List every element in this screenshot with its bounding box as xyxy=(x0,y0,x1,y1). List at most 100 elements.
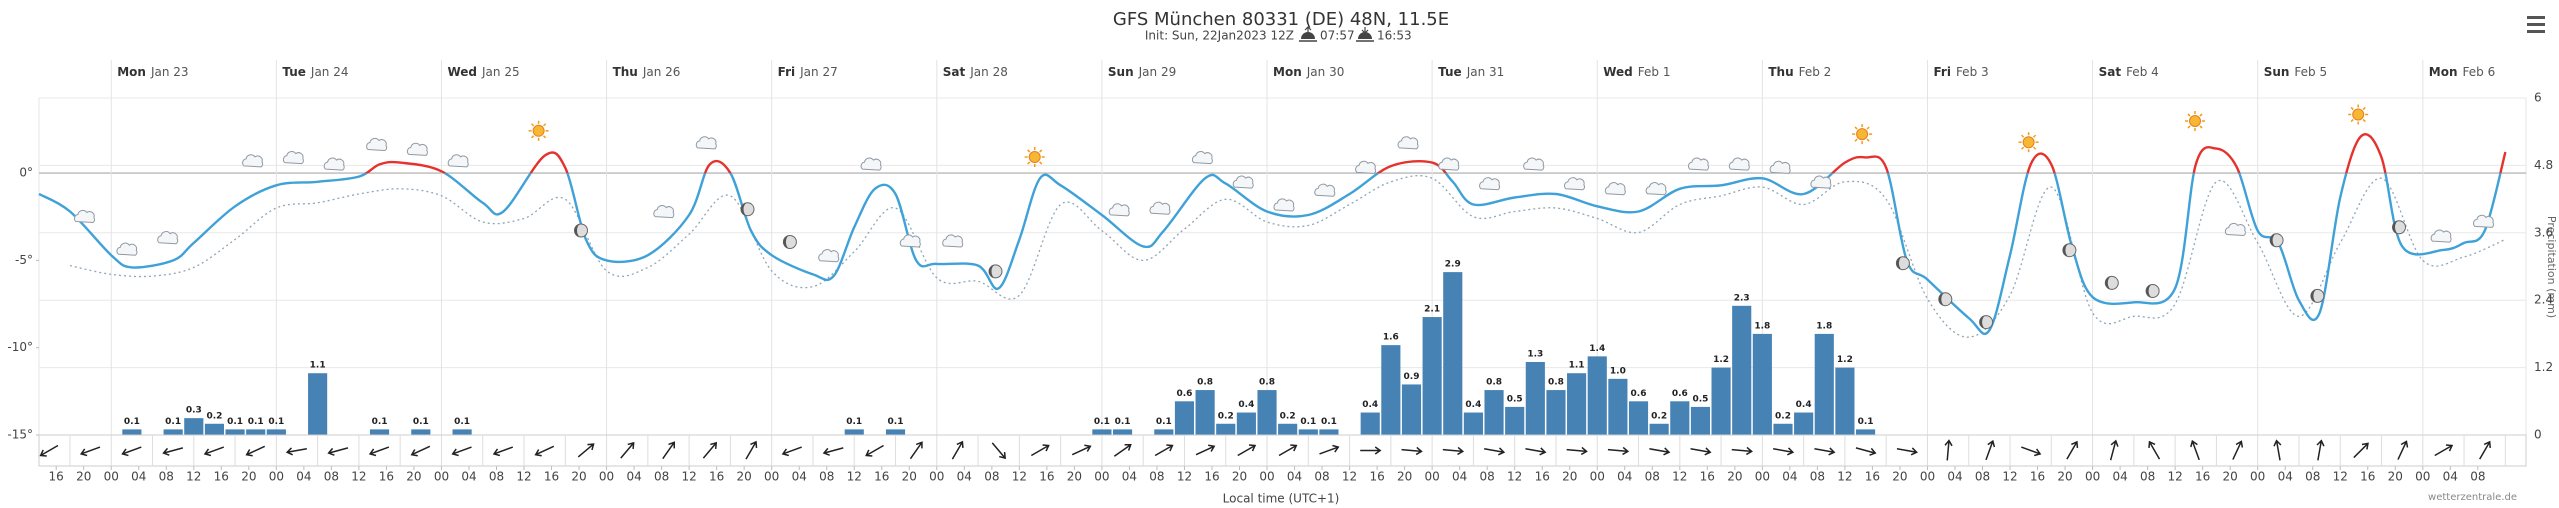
wind-arrow xyxy=(1985,439,1996,461)
precip-label: 0.2 xyxy=(1651,411,1667,421)
x-tick-label: 08 xyxy=(2305,470,2320,484)
cloud-shape xyxy=(282,151,304,165)
y-tick-label: -5° xyxy=(15,253,33,267)
precip-label: 0.4 xyxy=(1465,400,1481,410)
day-label: Mon Jan 30 xyxy=(1273,65,1344,79)
cloud-shape xyxy=(1438,157,1460,171)
cloud-shape xyxy=(899,234,921,248)
x-tick-label: 16 xyxy=(1700,470,1715,484)
cloud-shape xyxy=(1688,157,1709,171)
x-tick-label: 00 xyxy=(269,470,284,484)
y2-tick-label: 3.6 xyxy=(2534,225,2553,239)
x-tick-label: 04 xyxy=(2443,470,2458,484)
sun-ray xyxy=(1027,149,1031,153)
x-tick-label: 04 xyxy=(1947,470,1962,484)
day-label: Fri Feb 3 xyxy=(1933,65,1988,79)
x-tick-label: 08 xyxy=(2470,470,2485,484)
precip-label: 0.8 xyxy=(1486,378,1502,388)
wind-arrow-shape xyxy=(951,440,964,460)
sunrise-icon xyxy=(1299,26,1317,42)
precip-bar xyxy=(1195,390,1215,435)
x-tick-label: 12 xyxy=(1342,470,1357,484)
wind-arrow xyxy=(2066,440,2079,460)
cloud-icon xyxy=(1645,182,1667,196)
day-name: Wed xyxy=(1603,65,1633,79)
cloud-shape xyxy=(157,231,179,245)
moon-icon xyxy=(1895,256,1910,271)
cloud-icon xyxy=(2430,229,2452,243)
precip-label: 1.8 xyxy=(1754,321,1770,331)
precip-bar xyxy=(1525,361,1545,435)
x-tick-label: 04 xyxy=(131,470,146,484)
sun-disc xyxy=(2352,108,2365,121)
wind-arrow xyxy=(702,441,718,459)
precip-bar xyxy=(369,429,390,435)
precip-bar xyxy=(1649,423,1669,435)
wind-arrow-shape xyxy=(245,445,266,457)
cloud-shape xyxy=(2473,214,2494,228)
wind-arrow-shape xyxy=(162,447,184,456)
x-tick-label: 04 xyxy=(1617,470,1632,484)
day-label: Tue Jan 24 xyxy=(282,65,348,79)
precip-label: 0.1 xyxy=(248,417,264,427)
wind-arrow-shape xyxy=(1690,447,1712,456)
day-date: Jan 28 xyxy=(969,65,1008,79)
sun-ray xyxy=(1866,126,1870,130)
wind-arrow-shape xyxy=(991,442,1006,460)
cloud-icon xyxy=(1191,151,1213,165)
sun-ray xyxy=(2033,134,2037,138)
wind-arrow xyxy=(451,446,472,457)
cloud-shape xyxy=(1273,198,1295,212)
wind-arrow-shape xyxy=(909,441,923,460)
wind-arrow-shape xyxy=(577,443,595,458)
precip-bar xyxy=(1463,412,1483,435)
x-tick-label: 00 xyxy=(929,470,944,484)
menu-button[interactable] xyxy=(2523,12,2551,36)
precip-bar xyxy=(1855,429,1876,435)
wind-arrow xyxy=(1278,444,1298,457)
wind-arrow-shape xyxy=(285,447,307,456)
wind-arrow-shape xyxy=(745,440,758,460)
x-tick-label: 00 xyxy=(1920,470,1935,484)
wind-arrow xyxy=(991,442,1006,460)
cloud-icon xyxy=(1728,157,1750,171)
cloud-icon xyxy=(1523,157,1545,171)
moon-icon xyxy=(740,202,755,217)
precip-bar xyxy=(1216,423,1236,435)
x-tick-label: 12 xyxy=(1837,470,1852,484)
x-tick-label: 08 xyxy=(1645,470,1660,484)
precip-label: 0.1 xyxy=(454,417,470,427)
wind-arrow-shape xyxy=(2434,444,2454,457)
wind-arrow-shape xyxy=(1442,446,1465,456)
wind-arrow-shape xyxy=(1896,447,1918,456)
wind-arrow-shape xyxy=(1030,444,1050,457)
precip-bar xyxy=(1443,272,1463,435)
day-label: Sat Feb 4 xyxy=(2099,65,2159,79)
x-tick-label: 16 xyxy=(1039,470,1054,484)
x-tick-label: 00 xyxy=(1755,470,1770,484)
precip-label: 0.1 xyxy=(1115,417,1131,427)
sun-ray xyxy=(2350,106,2354,111)
cloud-shape xyxy=(1232,175,1254,189)
x-tick-label: 20 xyxy=(1067,470,1082,484)
cloud-shape xyxy=(1523,157,1545,171)
day-name: Fri xyxy=(778,65,795,79)
wind-arrow xyxy=(162,447,184,456)
x-tick-label: 04 xyxy=(1122,470,1137,484)
precip-bar xyxy=(204,423,225,435)
cloud-icon xyxy=(282,151,304,165)
x-axis-title: Local time (UTC+1) xyxy=(1223,492,1340,506)
precip-label: 0.1 xyxy=(1300,417,1316,427)
wind-arrow xyxy=(534,445,555,457)
precip-label: 1.0 xyxy=(1610,366,1626,376)
wind-arrow-shape xyxy=(1154,444,1174,457)
wind-arrow-shape xyxy=(2232,440,2244,460)
x-tick-label: 04 xyxy=(1287,470,1302,484)
precip-bar xyxy=(1608,378,1628,435)
wind-arrow-shape xyxy=(1319,444,1340,455)
precip-bar xyxy=(1546,390,1566,435)
sun-ray xyxy=(1039,149,1043,153)
day-label: Sat Jan 28 xyxy=(943,65,1008,79)
x-tick-label: 04 xyxy=(461,470,476,484)
wind-arrow-shape xyxy=(1484,447,1506,456)
